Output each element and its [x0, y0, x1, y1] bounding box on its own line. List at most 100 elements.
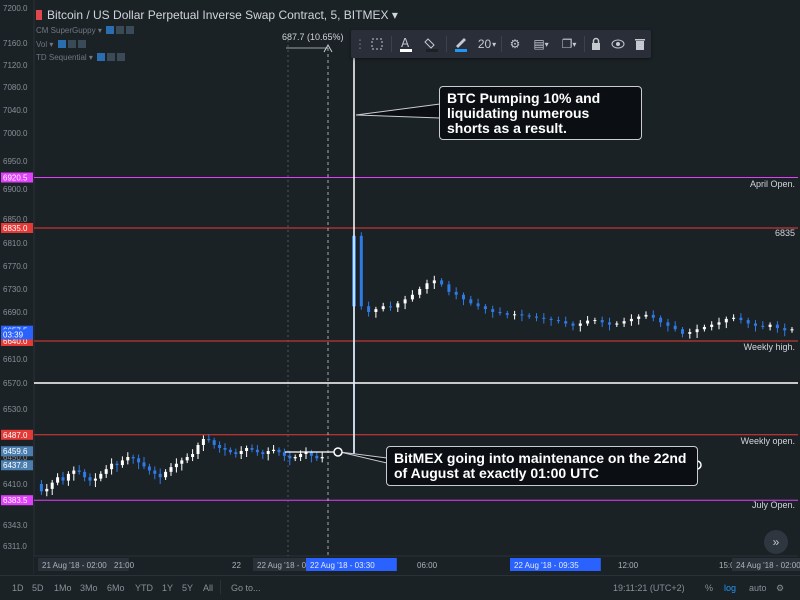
candle-body: [228, 449, 232, 453]
timeframe-all[interactable]: All: [203, 583, 214, 593]
fill-icon[interactable]: [419, 30, 445, 58]
candle-body: [250, 448, 254, 450]
eye-icon[interactable]: [97, 53, 106, 61]
candle-body: [768, 324, 772, 327]
percent-toggle[interactable]: %: [705, 583, 714, 593]
scroll-to-realtime-button[interactable]: »: [764, 530, 788, 554]
candle-body: [629, 318, 633, 322]
log-toggle[interactable]: log: [724, 583, 737, 593]
candle-body: [223, 448, 227, 450]
time-tick-label: 22 Aug '18 - 09:35: [514, 561, 579, 570]
candle-body: [185, 457, 189, 461]
close-icon[interactable]: [117, 53, 126, 61]
drag-handle[interactable]: [333, 447, 343, 457]
chevron-down-icon[interactable]: ▾: [391, 8, 398, 22]
line-width-select[interactable]: 20 ▾: [474, 30, 500, 58]
candle-body: [659, 317, 663, 323]
close-icon[interactable]: [126, 26, 135, 34]
timeframe-5d[interactable]: 5D: [32, 583, 44, 593]
settings-icon[interactable]: ⚙: [776, 583, 785, 593]
price-axis[interactable]: [0, 0, 34, 575]
goto-button[interactable]: Go to...: [231, 583, 261, 593]
timeframe-1y[interactable]: 1Y: [162, 583, 174, 593]
candle-body: [293, 457, 297, 459]
candle-body: [454, 291, 458, 295]
settings-icon[interactable]: [116, 26, 125, 34]
timeframe-6mo[interactable]: 6Mo: [107, 583, 125, 593]
time-tick-highlight: [510, 558, 601, 571]
candle-body: [45, 488, 49, 492]
time-tick-highlight: [732, 558, 800, 571]
time-tick-label: 12:00: [618, 561, 639, 570]
frame-icon[interactable]: [365, 30, 389, 58]
candle-body: [207, 439, 211, 441]
timeframe-5y[interactable]: 5Y: [182, 583, 194, 593]
candle-body: [688, 332, 692, 334]
indicator-row-superguppy[interactable]: CM SuperGuppy ▾: [36, 26, 135, 35]
price-tick-label: 6311.0: [3, 542, 27, 551]
candle-body: [564, 321, 568, 324]
candle-body: [56, 477, 60, 483]
visibility-icon[interactable]: [607, 30, 629, 58]
price-tick-label: 6410.0: [3, 480, 28, 489]
indicator-label: Vol: [36, 40, 48, 49]
candle-body: [710, 324, 714, 327]
trash-icon[interactable]: [629, 30, 651, 58]
callout-pump[interactable]: BTC Pumping 10% and liquidating numerous…: [439, 86, 642, 140]
level-price-tag: [1, 223, 33, 233]
candle-body: [447, 284, 451, 292]
candle-body: [218, 445, 222, 448]
indicator-row-vol[interactable]: Vol ▾: [36, 40, 86, 49]
hline-label-6835: 6835: [774, 228, 795, 238]
candle-body: [761, 325, 765, 327]
pencil-icon[interactable]: [448, 30, 474, 58]
price-tick-label: 7000.0: [3, 129, 28, 138]
settings-icon[interactable]: ⚙: [509, 37, 521, 51]
eye-icon[interactable]: [57, 40, 66, 48]
timeframe-3mo[interactable]: 3Mo: [80, 583, 98, 593]
time-axis[interactable]: [34, 556, 798, 575]
level-price-tag: [1, 429, 33, 440]
timeframe-1d[interactable]: 1D: [12, 583, 24, 593]
time-tick-label: 21:00: [114, 561, 135, 570]
clone-icon[interactable]: ❐ ▾: [561, 37, 577, 51]
timeframe-1mo[interactable]: 1Mo: [54, 583, 72, 593]
candle-body: [717, 322, 721, 325]
candle-body: [483, 306, 487, 310]
eye-icon[interactable]: [106, 26, 115, 34]
candle-body: [282, 452, 286, 456]
close-icon[interactable]: [77, 40, 86, 48]
candle-body: [77, 470, 81, 472]
candle-body: [600, 320, 604, 323]
price-tick-label: 6450.0: [3, 453, 28, 462]
settings-icon[interactable]: [107, 53, 116, 61]
callout-maintenance[interactable]: BitMEX going into maintenance on the 22n…: [386, 446, 698, 486]
svg-text:A: A: [401, 36, 410, 50]
candle-body: [381, 306, 385, 310]
lock-icon[interactable]: [585, 30, 607, 58]
candle-body: [180, 460, 184, 464]
candle-body: [746, 320, 750, 324]
drag-handle-icon[interactable]: ⋮: [354, 37, 366, 51]
chevron-down-icon: ▾: [492, 39, 497, 49]
symbol-title[interactable]: Bitcoin / US Dollar Perpetual Inverse Sw…: [36, 8, 398, 22]
price-tag: [1, 446, 33, 457]
candle-body: [104, 469, 108, 474]
timeframe-ytd[interactable]: YTD: [135, 583, 153, 593]
template-icon[interactable]: ▤ ▾: [533, 37, 549, 51]
indicator-row-td-sequential[interactable]: TD Sequential ▾: [36, 53, 126, 62]
candle-body: [651, 314, 655, 318]
settings-icon[interactable]: [67, 40, 76, 48]
indicator-label: CM SuperGuppy: [36, 26, 96, 35]
text-color-icon[interactable]: A: [393, 30, 419, 58]
candle-body: [39, 484, 43, 492]
auto-toggle[interactable]: auto: [749, 583, 767, 593]
candle-body: [315, 455, 319, 459]
time-tick-label: 15:00: [719, 561, 740, 570]
candle-body: [153, 470, 157, 474]
price-tag-text: 6437.8: [3, 461, 28, 470]
time-tick-label: 21 Aug '18 - 02:00: [42, 561, 107, 570]
candle-body: [261, 452, 265, 454]
candle-body: [239, 451, 243, 454]
